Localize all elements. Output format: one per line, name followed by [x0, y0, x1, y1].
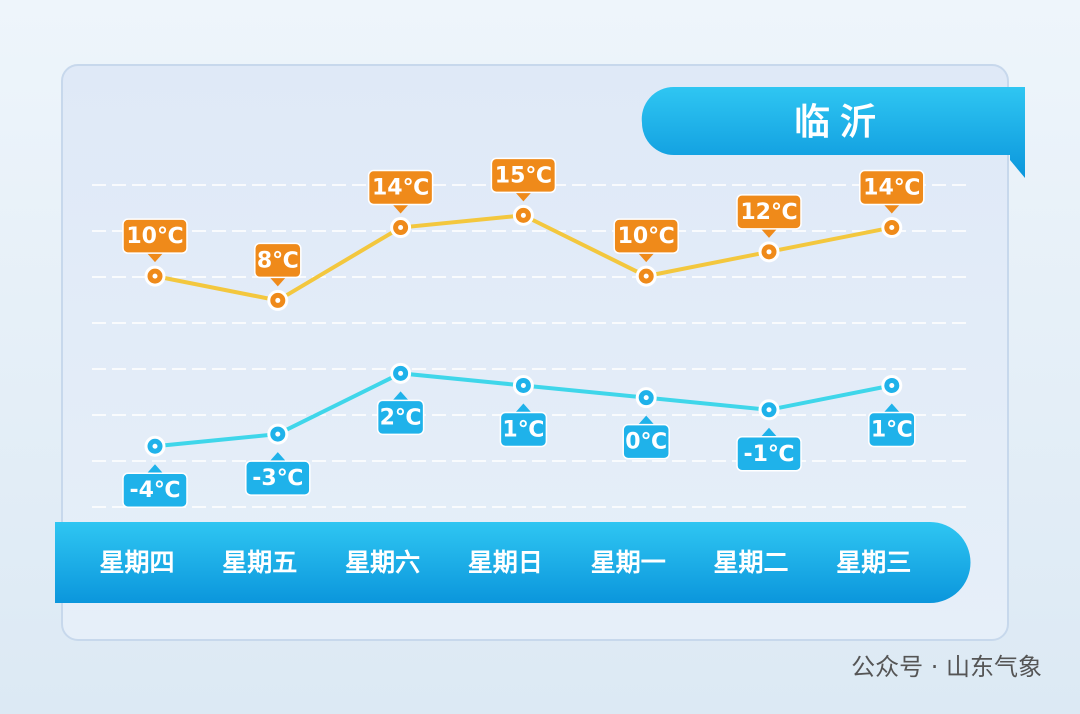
point-dot: [398, 225, 404, 231]
day-bar: [55, 522, 971, 603]
label-box: [859, 169, 925, 206]
label-box: [122, 472, 188, 508]
x-tick-label: 星期三: [836, 548, 911, 577]
value-label: -1℃: [743, 442, 794, 467]
label-box: [499, 411, 548, 448]
label-box: [736, 194, 802, 230]
label-pointer: [392, 204, 409, 214]
point-dot: [766, 249, 772, 255]
label-pointer: [883, 403, 900, 413]
label-pointer: [638, 253, 655, 263]
label-box: [736, 436, 802, 472]
value-label: 10℃: [126, 224, 183, 249]
label-box: [254, 242, 302, 279]
label-pointer: [638, 415, 655, 425]
label-box: [490, 157, 557, 194]
label-pointer: [515, 192, 532, 202]
value-label: -4℃: [129, 478, 180, 503]
label-pointer: [269, 452, 286, 462]
value-label: 15℃: [495, 163, 552, 188]
point-dot: [275, 431, 281, 437]
point-dot: [398, 370, 404, 376]
label-box: [613, 218, 679, 254]
label-pointer: [147, 253, 163, 263]
label-pointer: [147, 464, 163, 474]
label-box: [367, 169, 434, 206]
point-dot: [152, 443, 158, 449]
point-dot: [275, 297, 281, 303]
x-tick-label: 星期五: [222, 548, 297, 577]
value-label: 2℃: [380, 405, 422, 430]
label-pointer: [761, 228, 777, 238]
point-dot: [152, 273, 158, 279]
x-tick-label: 星期二: [713, 548, 788, 577]
label-box: [622, 423, 670, 460]
point-dot: [643, 273, 649, 279]
point-dot: [643, 395, 649, 401]
x-tick-label: 星期四: [99, 548, 174, 577]
point-dot: [520, 212, 526, 218]
value-label: 12℃: [740, 200, 797, 225]
value-label: 8℃: [257, 248, 299, 273]
value-label: 1℃: [871, 417, 913, 442]
value-label: -3℃: [252, 466, 303, 491]
value-label: 0℃: [625, 430, 667, 455]
x-tick-label: 星期日: [468, 548, 543, 577]
label-pointer: [392, 391, 409, 401]
label-box: [245, 460, 311, 496]
chart-title: 临沂: [794, 102, 886, 143]
point-dot: [520, 382, 526, 388]
label-box: [376, 399, 425, 436]
title-banner: [641, 86, 1025, 178]
value-label: 14℃: [372, 176, 429, 201]
x-tick-label: 星期六: [345, 548, 420, 577]
label-box: [868, 411, 916, 448]
point-dot: [889, 382, 895, 388]
label-pointer: [269, 277, 286, 287]
label-pointer: [883, 204, 900, 214]
x-tick-label: 星期一: [591, 548, 666, 577]
label-box: [122, 218, 188, 254]
value-label: 14℃: [863, 176, 920, 201]
value-label: 1℃: [502, 417, 544, 442]
point-dot: [889, 225, 895, 231]
value-label: 10℃: [618, 224, 675, 249]
label-pointer: [515, 403, 532, 413]
point-dot: [766, 407, 772, 413]
label-pointer: [761, 427, 777, 437]
watermark: 公众号 · 山东气象: [851, 653, 1042, 681]
